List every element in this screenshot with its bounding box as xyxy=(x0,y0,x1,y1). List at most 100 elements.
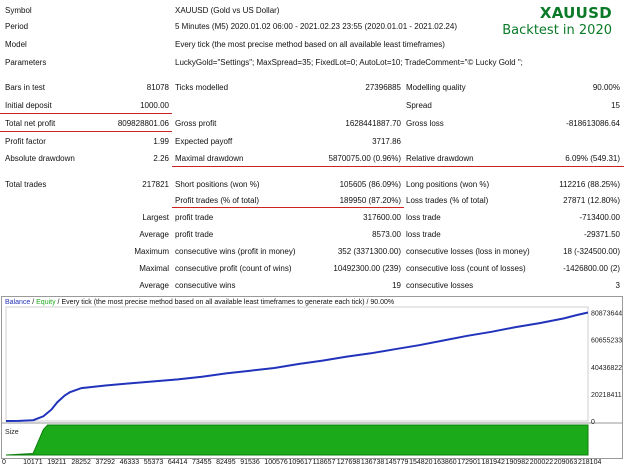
period-label: Period xyxy=(5,22,29,31)
deposit-value: 1000.00 xyxy=(140,101,169,110)
avg-wins-label: consecutive wins xyxy=(175,281,236,290)
average-row: Average profit trade 8573.00 loss trade … xyxy=(0,228,624,241)
maximal-loss-value: -1426800.00 (2) xyxy=(563,264,620,273)
largest-label: Largest xyxy=(142,213,169,222)
average-profit-value: 8573.00 xyxy=(372,230,401,239)
x-tick-label: 0 xyxy=(2,459,6,466)
x-tick-label: 181942 xyxy=(481,459,505,466)
largest-profit-value: 317600.00 xyxy=(363,213,401,222)
watermark-subtitle: Backtest in 2020 xyxy=(502,23,612,38)
profit-trades-row: Profit trades (% of total) 189950 (87.20… xyxy=(0,194,624,207)
reldd-label: Relative drawdown xyxy=(406,154,474,163)
grossloss-value: -818613086.64 xyxy=(566,119,620,128)
pf-row: Profit factor 1.99 Expected payoff 3717.… xyxy=(0,135,624,148)
y-tick-label: 0 xyxy=(591,419,595,426)
x-tick-label: 136738 xyxy=(360,459,385,466)
trades-label: Total trades xyxy=(5,180,47,189)
x-axis: 0 10171 19211 28252 37292 46333 55373 64414 7345… xyxy=(0,459,624,470)
netprofit-row: Total net profit 809828801.06 Gross prof… xyxy=(0,117,624,130)
x-tick-label: 28252 xyxy=(71,459,91,466)
legend-description: / Every tick (the most precise method ba… xyxy=(55,299,395,306)
maximal-loss-label: consecutive loss (count of losses) xyxy=(406,264,526,273)
profit-trades-value: 189950 (87.20%) xyxy=(339,196,401,205)
bars-label: Bars in test xyxy=(5,83,46,92)
symbol-row: Symbol XAUUSD (Gold vs US Dollar) xyxy=(0,4,624,17)
deposit-row: Initial deposit 1000.00 Spread 15 xyxy=(0,99,624,112)
plot-area xyxy=(5,306,589,422)
net-profit-underline-top xyxy=(0,113,172,114)
largest-loss-value: -713400.00 xyxy=(579,213,620,222)
maximal-label: Maximal xyxy=(139,264,169,273)
period-row: Period 5 Minutes (M5) 2020.01.02 06:00 -… xyxy=(0,20,624,33)
maximum-label: Maximum xyxy=(134,247,169,256)
maximal-profit-label: consecutive profit (count of wins) xyxy=(175,264,292,273)
y-tick-label: 60655233 xyxy=(591,338,622,345)
short-value: 105605 (86.09%) xyxy=(339,180,401,189)
legend-separator: / xyxy=(30,299,37,306)
ticks-value: 27396885 xyxy=(365,83,401,92)
parameters-label: Parameters xyxy=(5,58,47,67)
x-tick-label: 109617 xyxy=(288,459,312,466)
period-value: 5 Minutes (M5) 2020.01.02 06:00 - 2021.0… xyxy=(175,22,457,31)
pf-value: 1.99 xyxy=(153,137,169,146)
grossprofit-label: Gross profit xyxy=(175,119,217,128)
trades-row: Total trades 217821 Short positions (won… xyxy=(0,178,624,191)
x-tick-label: 91536 xyxy=(240,459,260,466)
avg-consecutive-row: Average consecutive wins 19 consecutive … xyxy=(0,279,624,292)
payoff-value: 3717.86 xyxy=(372,137,401,146)
loss-trades-value: 27871 (12.80%) xyxy=(563,196,620,205)
x-tick-label: 200022 xyxy=(529,459,554,466)
x-tick-label: 100576 xyxy=(264,459,288,466)
x-tick-label: 218104 xyxy=(578,459,602,466)
bars-row: Bars in test 81078 Ticks modelled 273968… xyxy=(0,81,624,94)
parameters-row: Parameters LuckyGold="Settings"; MaxSpre… xyxy=(0,56,624,69)
avg-losses-label: consecutive losses xyxy=(406,281,474,290)
chart-legend: Balance / Equity / Every tick (the most … xyxy=(5,299,394,306)
x-tick-label: 154820 xyxy=(409,459,433,466)
chart-svg: 80873644 60655233 40436822 20218411 0 Size xyxy=(2,306,622,456)
model-row: Model Every tick (the most precise metho… xyxy=(0,38,624,51)
x-tick-label: 209063 xyxy=(553,459,578,466)
watermark-title: XAUUSD xyxy=(539,4,612,22)
symbol-value: XAUUSD (Gold vs US Dollar) xyxy=(175,6,280,15)
ticks-label: Ticks modelled xyxy=(175,83,229,92)
balance-chart-panel: Balance / Equity / Every tick (the most … xyxy=(1,296,623,459)
long-value: 112216 (88.25%) xyxy=(559,180,620,189)
spread-value: 15 xyxy=(611,101,620,110)
model-value: Every tick (the most precise method base… xyxy=(175,40,445,49)
legend-equity: Equity xyxy=(36,299,56,306)
quality-value: 90.00% xyxy=(592,83,620,92)
max-wins-label: consecutive wins (profit in money) xyxy=(175,247,296,256)
avg-losses-value: 3 xyxy=(615,281,620,290)
netprofit-value: 809828801.06 xyxy=(117,119,169,128)
x-tick-label: 190982 xyxy=(505,459,529,466)
x-tick-label: 145779 xyxy=(385,459,409,466)
average-loss-label: loss trade xyxy=(406,230,441,239)
x-tick-label: 19211 xyxy=(47,459,67,466)
y-tick-label: 20218411 xyxy=(591,392,622,399)
drawdown-row: Absolute drawdown 2.26 Maximal drawdown … xyxy=(0,152,624,165)
x-tick-label: 46333 xyxy=(119,459,140,466)
x-tick-label: 82495 xyxy=(216,459,236,466)
deposit-label: Initial deposit xyxy=(5,101,52,110)
maximum-row: Maximum consecutive wins (profit in mone… xyxy=(0,245,624,258)
avg-cons-label: Average xyxy=(139,281,169,290)
x-tick-label: 55373 xyxy=(143,459,164,466)
x-tick-label: 73455 xyxy=(192,459,212,466)
short-label: Short positions (won %) xyxy=(175,180,260,189)
x-tick-label: 10171 xyxy=(23,459,43,466)
x-tick-label: 64414 xyxy=(167,459,188,466)
x-tick-label: 172901 xyxy=(457,459,481,466)
model-label: Model xyxy=(5,40,27,49)
y-tick-label: 80873644 xyxy=(591,311,622,318)
profit-trades-underline xyxy=(172,207,404,208)
average-loss-value: -29371.50 xyxy=(583,230,620,239)
long-label: Long positions (won %) xyxy=(406,180,490,189)
size-area xyxy=(5,424,589,456)
watermark: XAUUSD Backtest in 2020 xyxy=(502,3,612,39)
absdd-value: 2.26 xyxy=(153,154,169,163)
maximal-row: Maximal consecutive profit (count of win… xyxy=(0,262,624,275)
payoff-label: Expected payoff xyxy=(175,137,233,146)
bars-value: 81078 xyxy=(146,83,169,92)
size-label: Size xyxy=(5,429,19,436)
